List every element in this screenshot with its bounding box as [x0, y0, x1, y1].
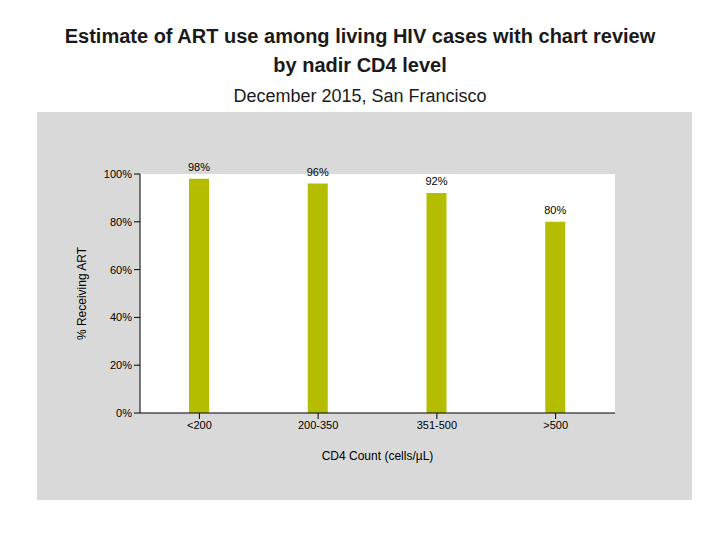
svg-text:98%: 98% — [188, 161, 210, 173]
svg-text:60%: 60% — [110, 264, 132, 276]
svg-text:>500: >500 — [543, 419, 568, 431]
svg-text:80%: 80% — [544, 204, 566, 216]
svg-text:96%: 96% — [307, 166, 329, 178]
svg-text:CD4 Count (cells/µL): CD4 Count (cells/µL) — [322, 449, 434, 463]
svg-text:% Receiving ART: % Receiving ART — [75, 246, 89, 340]
svg-text:40%: 40% — [110, 311, 132, 323]
svg-text:100%: 100% — [104, 168, 132, 180]
html-text:December 2015, San Francisco: December 2015, San Francisco — [233, 86, 487, 106]
svg-text:80%: 80% — [110, 216, 132, 228]
svg-text:<200: <200 — [187, 419, 212, 431]
html-text:Estimate of ART use among livi: Estimate of ART use among living HIV cas… — [64, 25, 656, 76]
svg-text:20%: 20% — [110, 359, 132, 371]
svg-text:0%: 0% — [116, 407, 132, 419]
svg-text:200-350: 200-350 — [298, 419, 338, 431]
svg-text:351-500: 351-500 — [417, 419, 457, 431]
svg-text:92%: 92% — [425, 175, 447, 187]
